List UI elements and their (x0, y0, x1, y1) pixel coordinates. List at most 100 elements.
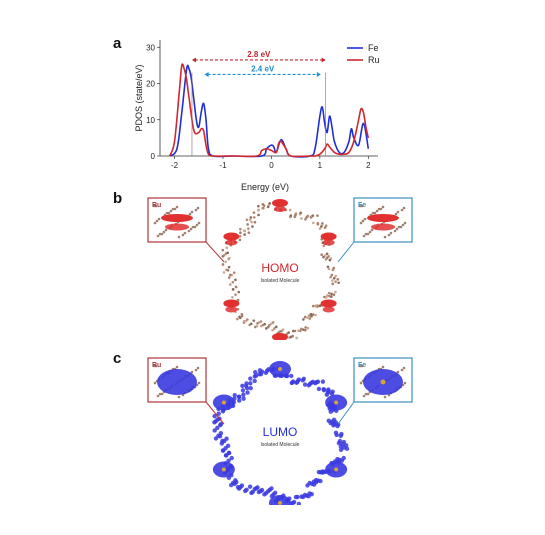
atom (360, 364, 364, 368)
atom (359, 381, 363, 385)
atom (193, 225, 197, 229)
atom (271, 321, 275, 324)
orbital-lobe (253, 373, 259, 378)
atom (381, 205, 385, 209)
atom (281, 328, 285, 331)
orbital-lobe (320, 299, 337, 308)
atom (323, 254, 327, 257)
atom (225, 268, 228, 272)
homo-title: HOMO (261, 261, 298, 275)
panel-label-a: a (113, 35, 122, 52)
atom (229, 273, 232, 277)
orbital-lobe (248, 386, 253, 391)
atom (289, 214, 293, 217)
atom (266, 205, 270, 209)
y-tick-label: 30 (146, 43, 155, 52)
y-tick-label: 10 (146, 116, 155, 125)
atom (295, 336, 298, 340)
atom (264, 327, 268, 330)
atom (360, 204, 364, 208)
atom (381, 365, 385, 369)
atom (234, 293, 237, 296)
atom (243, 233, 246, 236)
series-line-ru (168, 63, 370, 158)
orbital-lobe (226, 450, 232, 456)
orbital-lobe (216, 411, 221, 416)
atom (156, 234, 160, 238)
orbital-lobe (223, 232, 240, 241)
lumo-subtitle: Isolated Molecule (261, 442, 300, 448)
atom (154, 364, 158, 368)
series-line-fe (169, 64, 370, 158)
atom (318, 227, 322, 230)
atom (377, 207, 381, 211)
orbital-lobe (320, 379, 326, 384)
atom (299, 211, 302, 215)
atom (328, 258, 332, 262)
homo-subtitle: Isolated Molecule (261, 278, 300, 284)
atom (327, 291, 331, 295)
orbital-lobe (296, 501, 302, 505)
atom (268, 202, 272, 205)
orbital-lobe (165, 223, 189, 231)
orbital-lobe (218, 421, 224, 427)
atom (379, 207, 383, 211)
orbital-lobe (248, 376, 253, 381)
atom (252, 211, 256, 214)
atom (236, 298, 240, 302)
orbital-lobe (244, 487, 249, 492)
metal-center (221, 400, 226, 405)
atom (332, 293, 336, 297)
atom (299, 327, 303, 331)
atom (162, 230, 166, 234)
atom (371, 211, 375, 215)
homo-inset-ru-label: Ru (152, 202, 161, 209)
atom (306, 316, 309, 320)
atom (288, 208, 292, 212)
lumo-figure: Ru Fe LUMO Isolated Molecule (147, 357, 413, 505)
atom (322, 255, 325, 259)
atom (152, 364, 156, 368)
orbital-lobe (311, 482, 317, 487)
atom (188, 212, 192, 216)
atom (309, 312, 313, 316)
atom (366, 392, 370, 396)
atom (228, 283, 232, 286)
atom (395, 227, 399, 231)
atom (238, 315, 241, 319)
orbital-lobe (295, 494, 300, 500)
lumo-title: LUMO (263, 425, 298, 439)
atom (389, 231, 393, 235)
orbital-lobe (259, 369, 265, 374)
homo-inset-fe-label: Fe (358, 202, 366, 209)
legend-label-fe: Fe (368, 43, 379, 53)
atom (328, 294, 331, 298)
atom (359, 221, 363, 225)
atom (153, 221, 157, 225)
atom (314, 304, 317, 308)
atom (234, 278, 237, 282)
atom (257, 213, 260, 217)
gap-arrow-head (191, 57, 196, 63)
atom (326, 265, 330, 269)
atom (231, 280, 235, 284)
atom (226, 251, 230, 255)
atom (271, 328, 274, 332)
orbital-lobe (336, 440, 342, 446)
atom (152, 204, 156, 208)
atom (300, 217, 303, 220)
orbital-lobe (322, 306, 335, 313)
atom (314, 313, 317, 317)
orbital-lobe (248, 381, 253, 386)
atom (312, 221, 315, 225)
orbital-lobe (328, 409, 333, 414)
atom (400, 208, 404, 212)
atom (227, 265, 231, 269)
homo-inset-ru: Ru (147, 197, 225, 263)
orbital-lobe (300, 494, 306, 500)
atom (396, 370, 400, 374)
atom (247, 227, 250, 230)
atom (190, 210, 194, 214)
metal-center (380, 379, 386, 385)
atom (191, 225, 195, 229)
